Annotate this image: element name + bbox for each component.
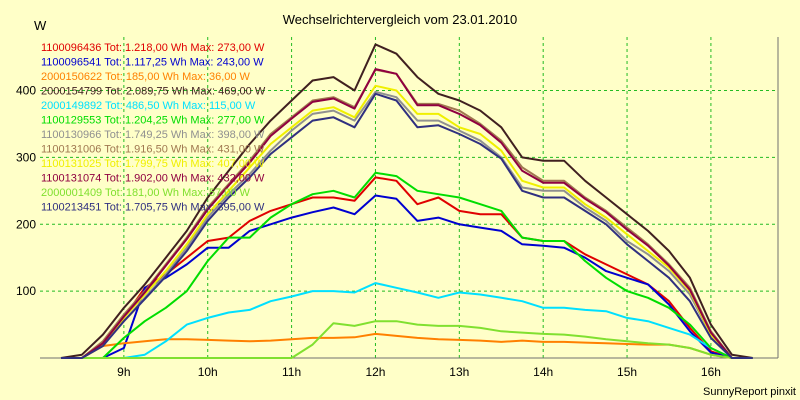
series-line-4 [61, 282, 753, 359]
x-tick-label-5: 14h [533, 365, 553, 379]
legend-entry-1: 1100096541 Tot: 1.117,25 Wh Max: 243,00 … [41, 57, 264, 69]
legend-entry-0: 1100096436 Tot: 1.218,00 Wh Max: 273,00 … [41, 42, 265, 54]
x-tick-label-6: 15h [617, 365, 637, 379]
legend-entry-7: 1100131006 Tot: 1.916,50 Wh Max: 431,00 … [41, 144, 265, 156]
legend-entry-3: 2000154799 Tot: 2.089,75 Wh Max: 469,00 … [41, 86, 266, 98]
x-tick-labels: 9h 10h 11h 12h 13h 14h 15h 16h [117, 365, 721, 379]
series-line-3 [60, 43, 753, 359]
chart-title: Wechselrichtervergleich vom 23.01.2010 [283, 12, 518, 27]
y-tick-label-1: 200 [16, 217, 36, 231]
series-lines [60, 43, 753, 359]
y-tick-labels: 100 200 300 400 [16, 84, 36, 299]
x-tick-label-7: 16h [701, 365, 721, 379]
series-line-5 [61, 171, 753, 359]
y-axis-unit: W [34, 18, 47, 33]
series-line-0 [61, 176, 753, 359]
x-tick-label-1: 10h [198, 365, 218, 379]
x-tick-label-3: 12h [365, 365, 385, 379]
series-line-2 [61, 332, 753, 359]
legend-entry-5: 1100129553 Tot: 1.204,25 Wh Max: 277,00 … [41, 115, 265, 127]
legend-entry-6: 1100130966 Tot: 1.749,25 Wh Max: 398,00 … [41, 129, 265, 141]
x-tick-label-2: 11h [282, 365, 301, 379]
series-line-1 [61, 194, 753, 359]
legend-entry-11: 1100213451 Tot: 1.705,75 Wh Max: 395,00 … [41, 202, 265, 214]
y-tick-label-0: 100 [16, 284, 36, 298]
y-tick-label-3: 400 [16, 84, 36, 98]
series-line-10 [61, 320, 753, 359]
legend-entry-9: 1100131074 Tot: 1.902,00 Wh Max: 432,00 … [41, 173, 265, 185]
legend-entry-4: 2000149892 Tot: 486,50 Wh Max: 115,00 W [41, 100, 256, 112]
y-tick-label-2: 300 [16, 150, 36, 164]
footer-credit: SunnyReport pinxit [703, 386, 796, 398]
series-line-11 [61, 92, 753, 359]
legend-entry-2: 2000150622 Tot: 185,00 Wh Max: 36,00 W [41, 71, 251, 83]
series-line-8 [61, 84, 753, 359]
legend: 1100096436 Tot: 1.218,00 Wh Max: 273,00 … [41, 42, 266, 214]
x-tick-label-4: 13h [449, 365, 469, 379]
legend-entry-10: 2000001409 Tot: 181,00 Wh Max: 57,00 W [41, 187, 251, 199]
x-tick-label-0: 9h [117, 365, 130, 379]
legend-entry-8: 1100131025 Tot: 1.799,75 Wh Max: 407,00 … [41, 158, 265, 170]
series-line-9 [61, 68, 753, 359]
series-line-6 [61, 90, 753, 359]
